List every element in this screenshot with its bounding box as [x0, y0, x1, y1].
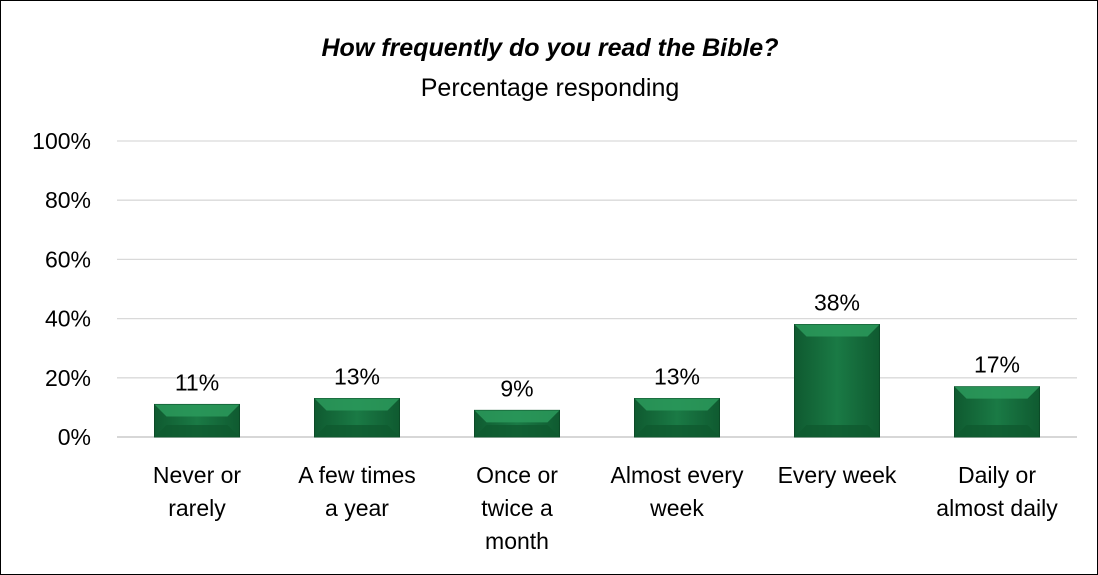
- bar-bevel-bottom: [794, 425, 880, 437]
- bar-bevel-top: [314, 398, 400, 411]
- bar-bevel-top: [954, 386, 1040, 399]
- bar-bevel-bottom: [474, 425, 560, 437]
- x-tick-label-line: A few times: [298, 462, 416, 488]
- x-tick-label: Never or rarely: [153, 462, 242, 521]
- y-tick-label: 40%: [45, 306, 91, 332]
- data-label: 13%: [654, 364, 700, 390]
- y-tick-label: 100%: [32, 128, 91, 154]
- chart-subtitle: Percentage responding: [420, 74, 680, 102]
- x-tick-label-line: Never or: [153, 462, 242, 488]
- x-tick-label-line: month: [485, 528, 549, 554]
- bar-bevel-top: [794, 324, 880, 337]
- x-tick-label-line: almost daily: [936, 495, 1058, 521]
- y-tick-label: 60%: [45, 246, 91, 272]
- bar-bevel-bottom: [154, 425, 240, 437]
- x-tick-label-line: a year: [325, 495, 389, 521]
- bar-bevel-bottom: [314, 425, 400, 437]
- x-tick-label-line: week: [649, 495, 704, 521]
- y-tick-label: 80%: [45, 187, 91, 213]
- data-label: 9%: [500, 375, 533, 401]
- bar: [794, 324, 880, 438]
- data-label: 38%: [814, 290, 860, 316]
- y-tick-label: 20%: [45, 365, 91, 391]
- data-label: 13%: [334, 364, 380, 390]
- x-tick-label: Daily or almost daily: [936, 462, 1058, 521]
- x-tick-label: Almost every week: [611, 462, 744, 521]
- y-tick-label: 0%: [58, 424, 91, 450]
- x-tick-label-line: Almost every: [611, 462, 744, 488]
- x-tick-label: A few times a year: [298, 462, 416, 521]
- x-tick-label: Once or twice a month: [476, 462, 558, 554]
- x-tick-label-line: Every week: [778, 462, 897, 488]
- x-tick-label-line: Daily or: [958, 462, 1036, 488]
- x-tick-label-line: Once or: [476, 462, 558, 488]
- data-label: 11%: [175, 369, 219, 395]
- bar-bevel-top: [474, 410, 560, 423]
- chart-title: How frequently do you read the Bible?: [321, 34, 779, 62]
- bar-bevel-bottom: [954, 425, 1040, 437]
- bar-bevel-bottom: [634, 425, 720, 437]
- bar-bevel-top: [634, 398, 720, 411]
- x-tick-label-line: rarely: [168, 495, 226, 521]
- bar-bevel-top: [154, 404, 240, 417]
- x-tick-label: Every week: [778, 462, 897, 488]
- data-label: 17%: [974, 352, 1020, 378]
- x-tick-label-line: twice a: [481, 495, 553, 521]
